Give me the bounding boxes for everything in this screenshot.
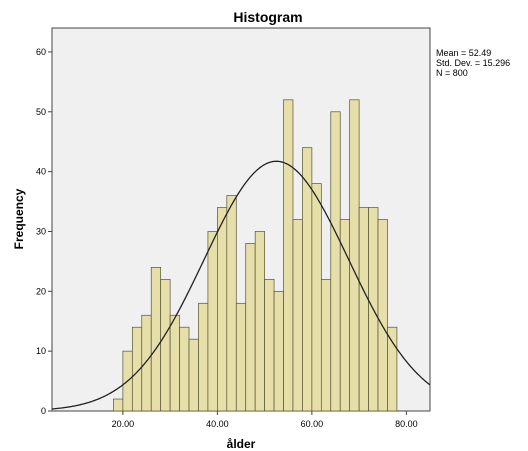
histogram-bar (246, 243, 255, 411)
histogram-bar (265, 279, 274, 411)
y-tick-label: 10 (36, 346, 46, 356)
histogram-bar (217, 208, 226, 411)
histogram-bar (208, 231, 217, 411)
histogram-bar (378, 220, 387, 412)
stats-mean: Mean = 52.49 (436, 48, 510, 58)
histogram-bar (274, 291, 283, 411)
chart-title: Histogram (233, 9, 302, 25)
histogram-bar (198, 303, 207, 411)
x-tick-label: 80.00 (395, 419, 418, 429)
histogram-bar (142, 315, 151, 411)
y-tick-label: 40 (36, 167, 46, 177)
histogram-bar (312, 184, 321, 411)
y-tick-label: 50 (36, 107, 46, 117)
y-tick-label: 0 (41, 406, 46, 416)
y-axis: 0 10 20 30 40 50 60 (36, 47, 52, 416)
histogram-bar (331, 112, 340, 411)
stats-box: Mean = 52.49 Std. Dev. = 15.296 N = 800 (436, 48, 510, 78)
histogram-bar (293, 220, 302, 412)
histogram-bar (236, 303, 245, 411)
histogram-bar (359, 208, 368, 411)
histogram-bar (321, 279, 330, 411)
y-tick-label: 60 (36, 47, 46, 57)
histogram-bar (113, 399, 122, 411)
y-tick-label: 30 (36, 226, 46, 236)
x-axis: 20.00 40.00 60.00 80.00 (112, 411, 418, 429)
x-tick-label: 60.00 (301, 419, 324, 429)
x-tick-label: 40.00 (206, 419, 229, 429)
histogram-bar (227, 196, 236, 411)
stats-n: N = 800 (436, 68, 510, 78)
histogram-bar (284, 100, 293, 411)
y-axis-label: Frequency (12, 188, 26, 249)
histogram-bar (387, 327, 396, 411)
histogram-bar (180, 327, 189, 411)
histogram-bar (189, 339, 198, 411)
histogram-bar (151, 267, 160, 411)
histogram-bar (170, 315, 179, 411)
histogram-bar (161, 279, 170, 411)
histogram-bar (255, 231, 264, 411)
histogram-bar (350, 100, 359, 411)
histogram-bar (340, 220, 349, 412)
stats-std-dev: Std. Dev. = 15.296 (436, 58, 510, 68)
x-axis-label: ålder (227, 437, 256, 451)
y-tick-label: 20 (36, 286, 46, 296)
x-tick-label: 20.00 (112, 419, 135, 429)
